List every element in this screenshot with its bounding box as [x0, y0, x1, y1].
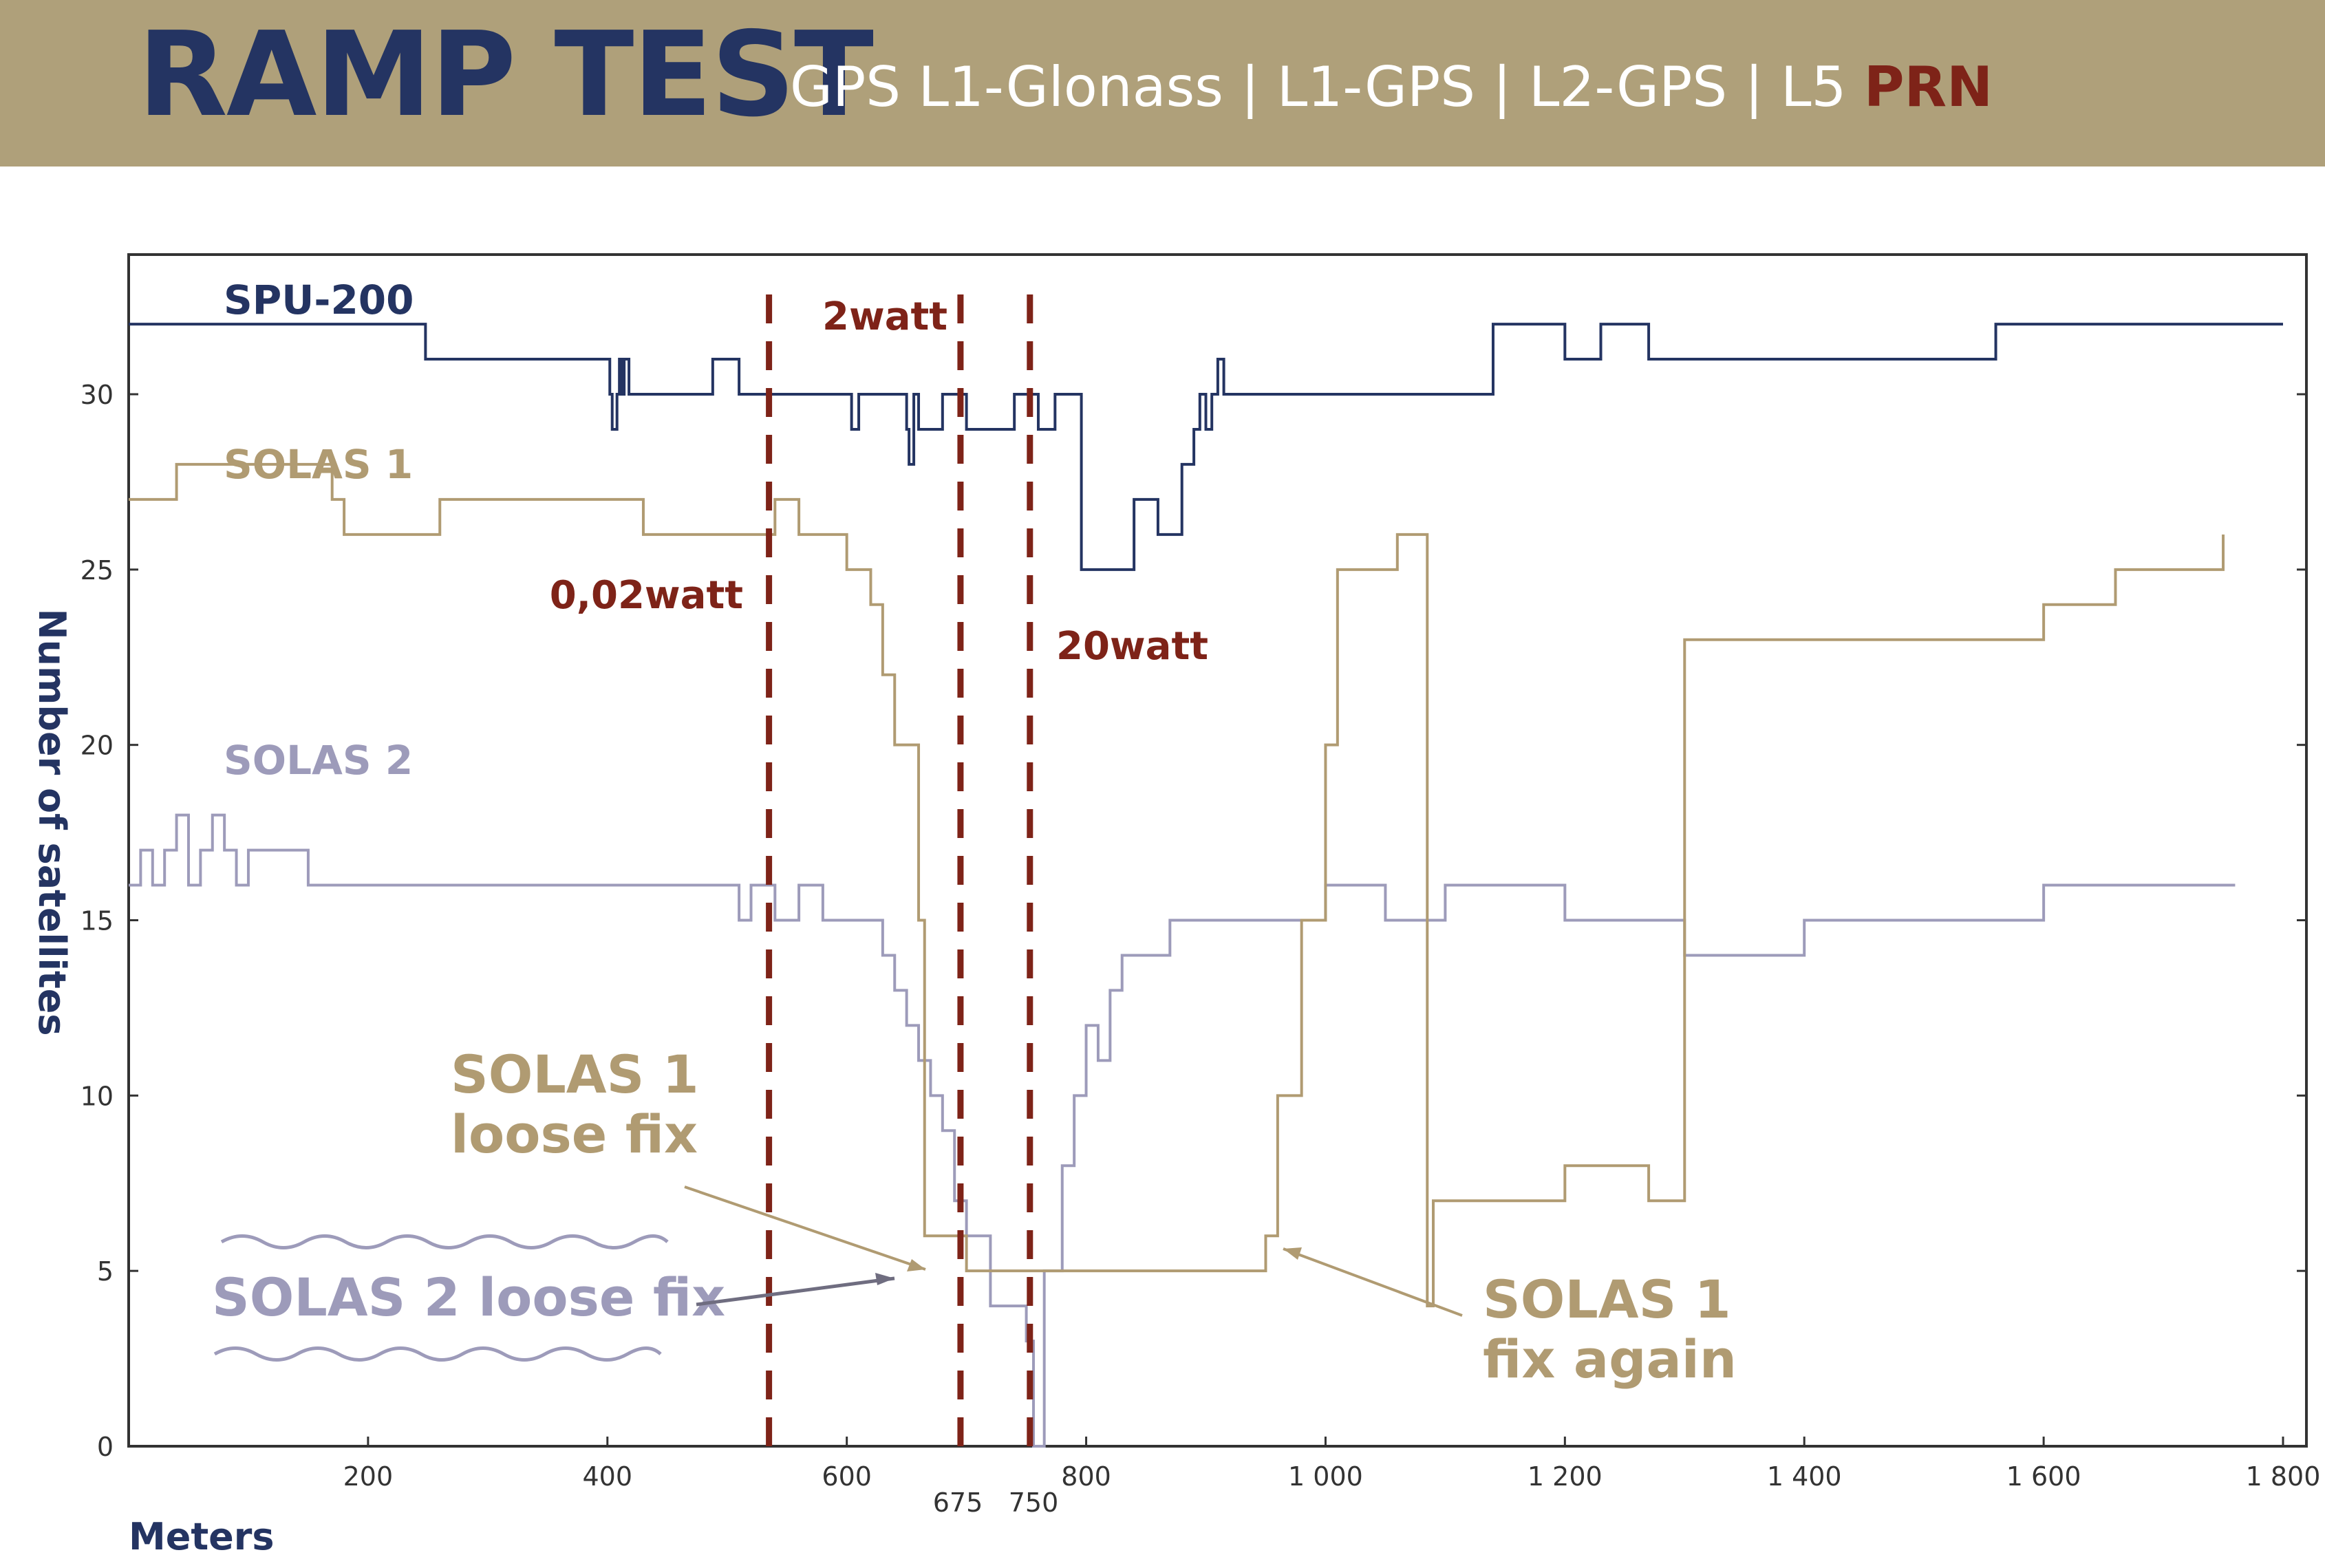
- y-tick-label: 25: [81, 555, 114, 586]
- chart-axes: [127, 253, 2308, 1448]
- wavy-line-bottom: [213, 1346, 662, 1362]
- y-tick-label: 30: [81, 380, 114, 410]
- series-layer: [129, 323, 2283, 1448]
- plot-frame: [127, 253, 2308, 1448]
- x-tick-label: 1 800: [2246, 1461, 2321, 1492]
- page-title: RAMP TEST: [138, 7, 874, 143]
- annotation-solas-1-fix-again-line1: SOLAS 1: [1483, 1269, 1731, 1330]
- subtitle-accent: PRN: [1863, 55, 1993, 119]
- series-line-solas-1: [129, 462, 2225, 1308]
- vline-label-2watt: 2watt: [822, 294, 947, 339]
- wavy-line-top: [220, 1234, 669, 1249]
- arrowhead-solas-2: [875, 1273, 894, 1285]
- y-axis-ticks: 0 5 10 15 20 25 30: [81, 380, 2306, 1462]
- annotation-solas-1-fix-again-line2: fix again: [1483, 1329, 1737, 1390]
- y-tick-label: 0: [97, 1432, 114, 1462]
- annotation-arrow-solas-1-fix: [1283, 1247, 1463, 1317]
- annotation-solas-2-loose-fix: SOLAS 2 loose fix: [212, 1267, 725, 1328]
- x-tick-label: 1 400: [1767, 1461, 1842, 1492]
- x-tick-label: 1 600: [2006, 1461, 2081, 1492]
- annotation-solas-1-loose-fix-line1: SOLAS 1: [451, 1044, 699, 1105]
- annotation-arrow-solas-1-loose: [684, 1185, 926, 1271]
- y-tick-label: 10: [81, 1081, 114, 1111]
- page-subtitle: GPS L1-Glonass | L1-GPS | L2-GPS | L5 PR…: [790, 55, 1993, 119]
- subtitle-main: GPS L1-Glonass | L1-GPS | L2-GPS | L5: [790, 55, 1864, 119]
- y-tick-label: 15: [81, 906, 114, 936]
- y-tick-label: 20: [81, 731, 114, 761]
- series-line-solas-2: [129, 813, 2236, 1448]
- series-label-solas-1: SOLAS 1: [224, 441, 413, 488]
- x-tick-label: 200: [343, 1461, 394, 1492]
- x-axis-title: Meters: [129, 1515, 275, 1558]
- annotation-arrow-solas-2: [696, 1276, 895, 1307]
- y-tick-label: 5: [97, 1256, 114, 1287]
- x-tick-label: 600: [822, 1461, 872, 1492]
- x-extra-label-750: 750: [1009, 1488, 1059, 1518]
- x-tick-label: 400: [583, 1461, 633, 1492]
- header-banner: [0, 0, 2325, 167]
- arrowhead-solas-1-loose: [907, 1259, 925, 1271]
- series-label-solas-2: SOLAS 2: [224, 737, 413, 784]
- series-line-spu-200: [129, 323, 2283, 571]
- x-tick-label: 1 200: [1528, 1461, 1603, 1492]
- x-axis-ticks: 200 400 600 800 1 000 1 200 1 400 1 600 1 800: [343, 1437, 2321, 1492]
- x-tick-label: 800: [1061, 1461, 1111, 1492]
- y-axis-title: Number of satellites: [30, 608, 74, 1035]
- annotation-solas-1-loose-fix-line2: loose fix: [451, 1104, 698, 1165]
- power-level-lines: [766, 294, 1033, 1446]
- x-extra-label-675: 675: [933, 1488, 983, 1518]
- x-tick-label: 1 000: [1288, 1461, 1363, 1492]
- vline-label-20watt: 20watt: [1056, 624, 1208, 669]
- arrowhead-solas-1-fix: [1283, 1247, 1302, 1260]
- series-label-spu-200: SPU-200: [224, 277, 414, 323]
- vline-label-0-02watt: 0,02watt: [550, 573, 743, 618]
